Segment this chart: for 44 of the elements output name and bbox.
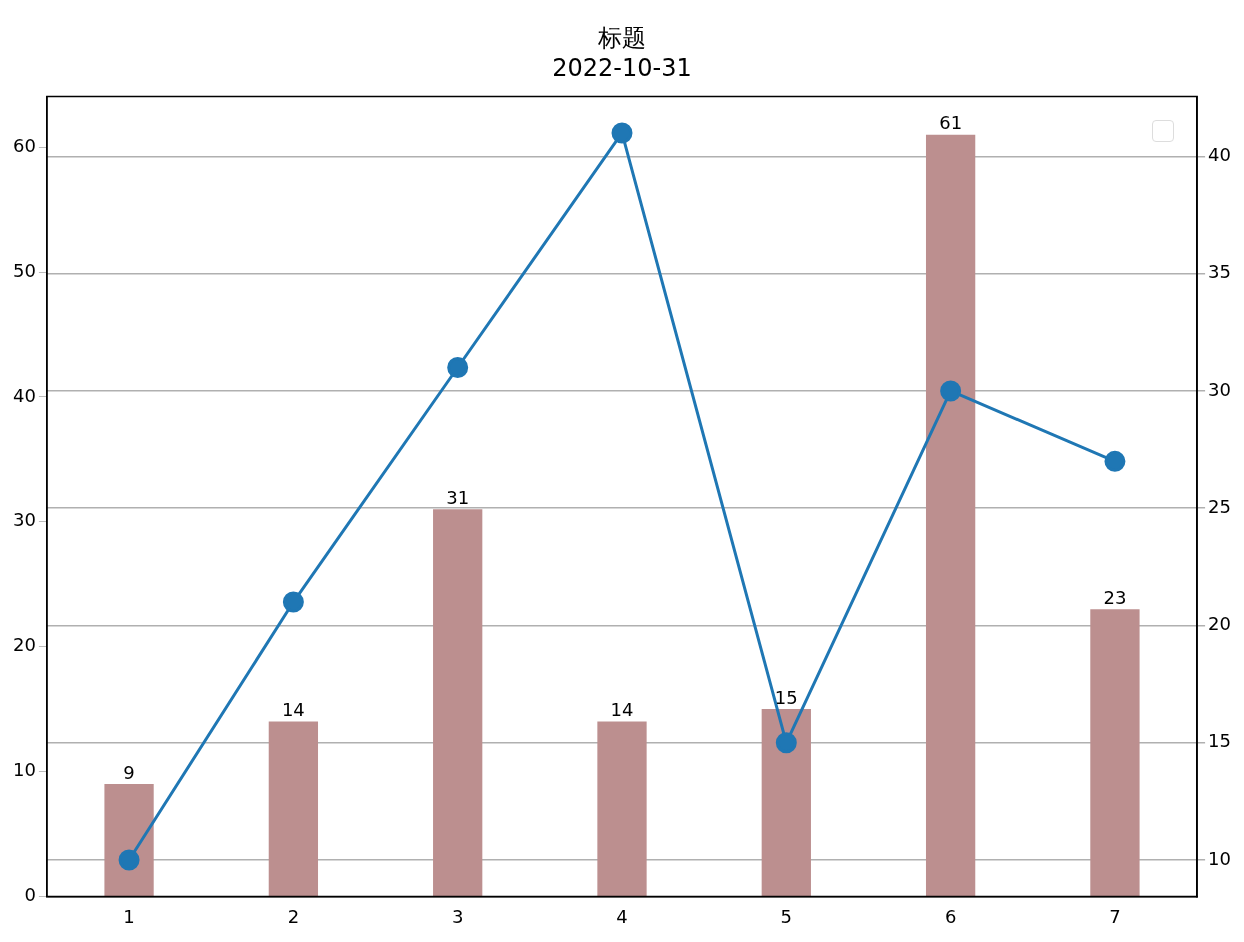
point <box>1104 450 1126 472</box>
x-tick-label: 4 <box>616 905 628 927</box>
y-tick-label: 20 <box>13 634 36 656</box>
point <box>447 357 469 378</box>
data-label: 14 <box>281 699 305 721</box>
point <box>940 380 962 402</box>
bar <box>268 721 319 896</box>
y2-tick-label: 20 <box>1208 613 1231 635</box>
y2-tick-label: 25 <box>1208 495 1231 517</box>
y-tick-label: 30 <box>13 509 36 531</box>
y-tick-label: 40 <box>13 384 36 406</box>
data-label: 31 <box>446 486 470 508</box>
x-tick-label: 5 <box>780 905 793 927</box>
bar <box>925 134 976 896</box>
chart-title: 标题 <box>597 23 646 52</box>
data-label: 15 <box>774 686 798 708</box>
bar <box>761 709 811 896</box>
y-tick-label: 60 <box>13 134 36 156</box>
y2-tick-label: 35 <box>1208 261 1231 283</box>
point <box>775 732 797 754</box>
x-tick-label: 6 <box>944 905 957 927</box>
point <box>118 849 140 871</box>
y-tick-label: 50 <box>13 259 36 281</box>
data-label: 9 <box>123 761 135 783</box>
x-tick-label: 3 <box>451 905 464 927</box>
x-tick-label: 2 <box>287 905 300 927</box>
x-tick-label: 1 <box>123 905 135 927</box>
data-label: 61 <box>939 112 963 134</box>
chart-subtitle: 2022-10-31 <box>552 54 692 83</box>
bar <box>433 509 483 896</box>
y2-tick-label: 30 <box>1208 378 1231 400</box>
data-label: 14 <box>610 699 634 721</box>
y-tick-label: 0 <box>24 884 36 906</box>
y2-tick-label: 10 <box>1208 847 1231 869</box>
point <box>611 122 633 144</box>
data-label: 23 <box>1103 586 1127 608</box>
bar <box>597 721 647 896</box>
bar <box>104 784 154 896</box>
x-tick-label: 7 <box>1109 905 1121 927</box>
y-tick-label: 10 <box>13 759 36 781</box>
point <box>282 591 304 613</box>
bar <box>1090 609 1140 896</box>
y2-tick-label: 40 <box>1208 144 1231 166</box>
y2-tick-label: 15 <box>1208 730 1231 752</box>
